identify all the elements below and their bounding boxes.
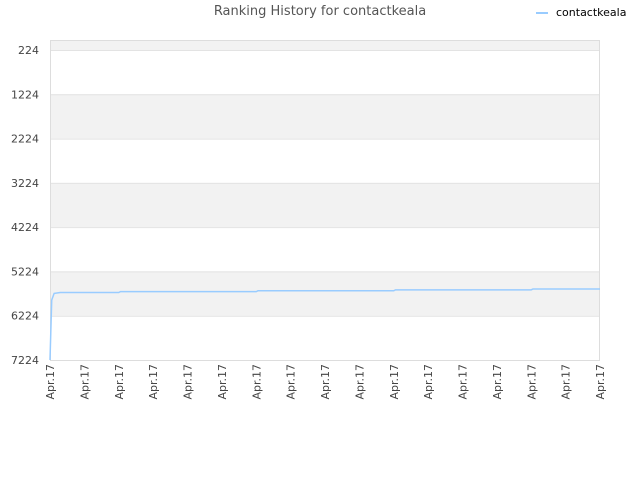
x-tick-label: Apr.17 [250,364,263,400]
x-tick-label: Apr.17 [353,364,366,400]
x-tick-label: Apr.17 [319,364,332,400]
plot-band [50,271,600,316]
legend-swatch [536,12,548,14]
y-tick-label: 1224 [11,88,39,101]
series-line[interactable] [49,288,600,361]
x-tick-label: Apr.17 [422,364,435,400]
x-tick-label: Apr.17 [78,364,91,400]
plot-bands [50,40,600,316]
y-tick-label: 3224 [11,177,39,190]
y-tick-label: 6224 [11,310,39,323]
y-tick-label: 7224 [11,354,39,367]
x-tick-label: Apr.17 [594,364,607,400]
legend[interactable]: contactkeala [536,5,626,19]
plot-band [50,94,600,139]
y-tick-label: 2224 [11,133,39,146]
y-tick-label: 4224 [11,221,39,234]
y-axis-ticks: 224 1224 2224 3224 4224 5224 6224 7224 [11,44,39,367]
x-axis-ticks: Apr.17 Apr.17 Apr.17 Apr.17 Apr.17 Apr.17 Apr.… [44,364,607,400]
legend-label: contactkeala [556,5,627,19]
series-layer [49,288,600,361]
x-tick-label: Apr.17 [147,364,160,400]
x-tick-label: Apr.17 [457,364,470,400]
plot-band [50,182,600,228]
plot-band [50,40,600,50]
chart-title: Ranking History for contactkeala [213,4,427,19]
x-tick-label: Apr.17 [388,364,401,400]
x-tick-label: Apr.17 [216,364,229,400]
x-tick-label: Apr.17 [491,364,504,400]
plot-border [50,40,600,361]
x-tick-label: Apr.17 [182,364,195,400]
x-tick-label: Apr.17 [560,364,573,400]
x-tick-label: Apr.17 [44,364,57,400]
x-tick-label: Apr.17 [285,364,298,400]
x-tick-label: Apr.17 [113,364,126,400]
y-tick-label: 5224 [11,265,39,278]
x-tick-label: Apr.17 [525,364,538,400]
y-tick-label: 224 [18,44,39,57]
